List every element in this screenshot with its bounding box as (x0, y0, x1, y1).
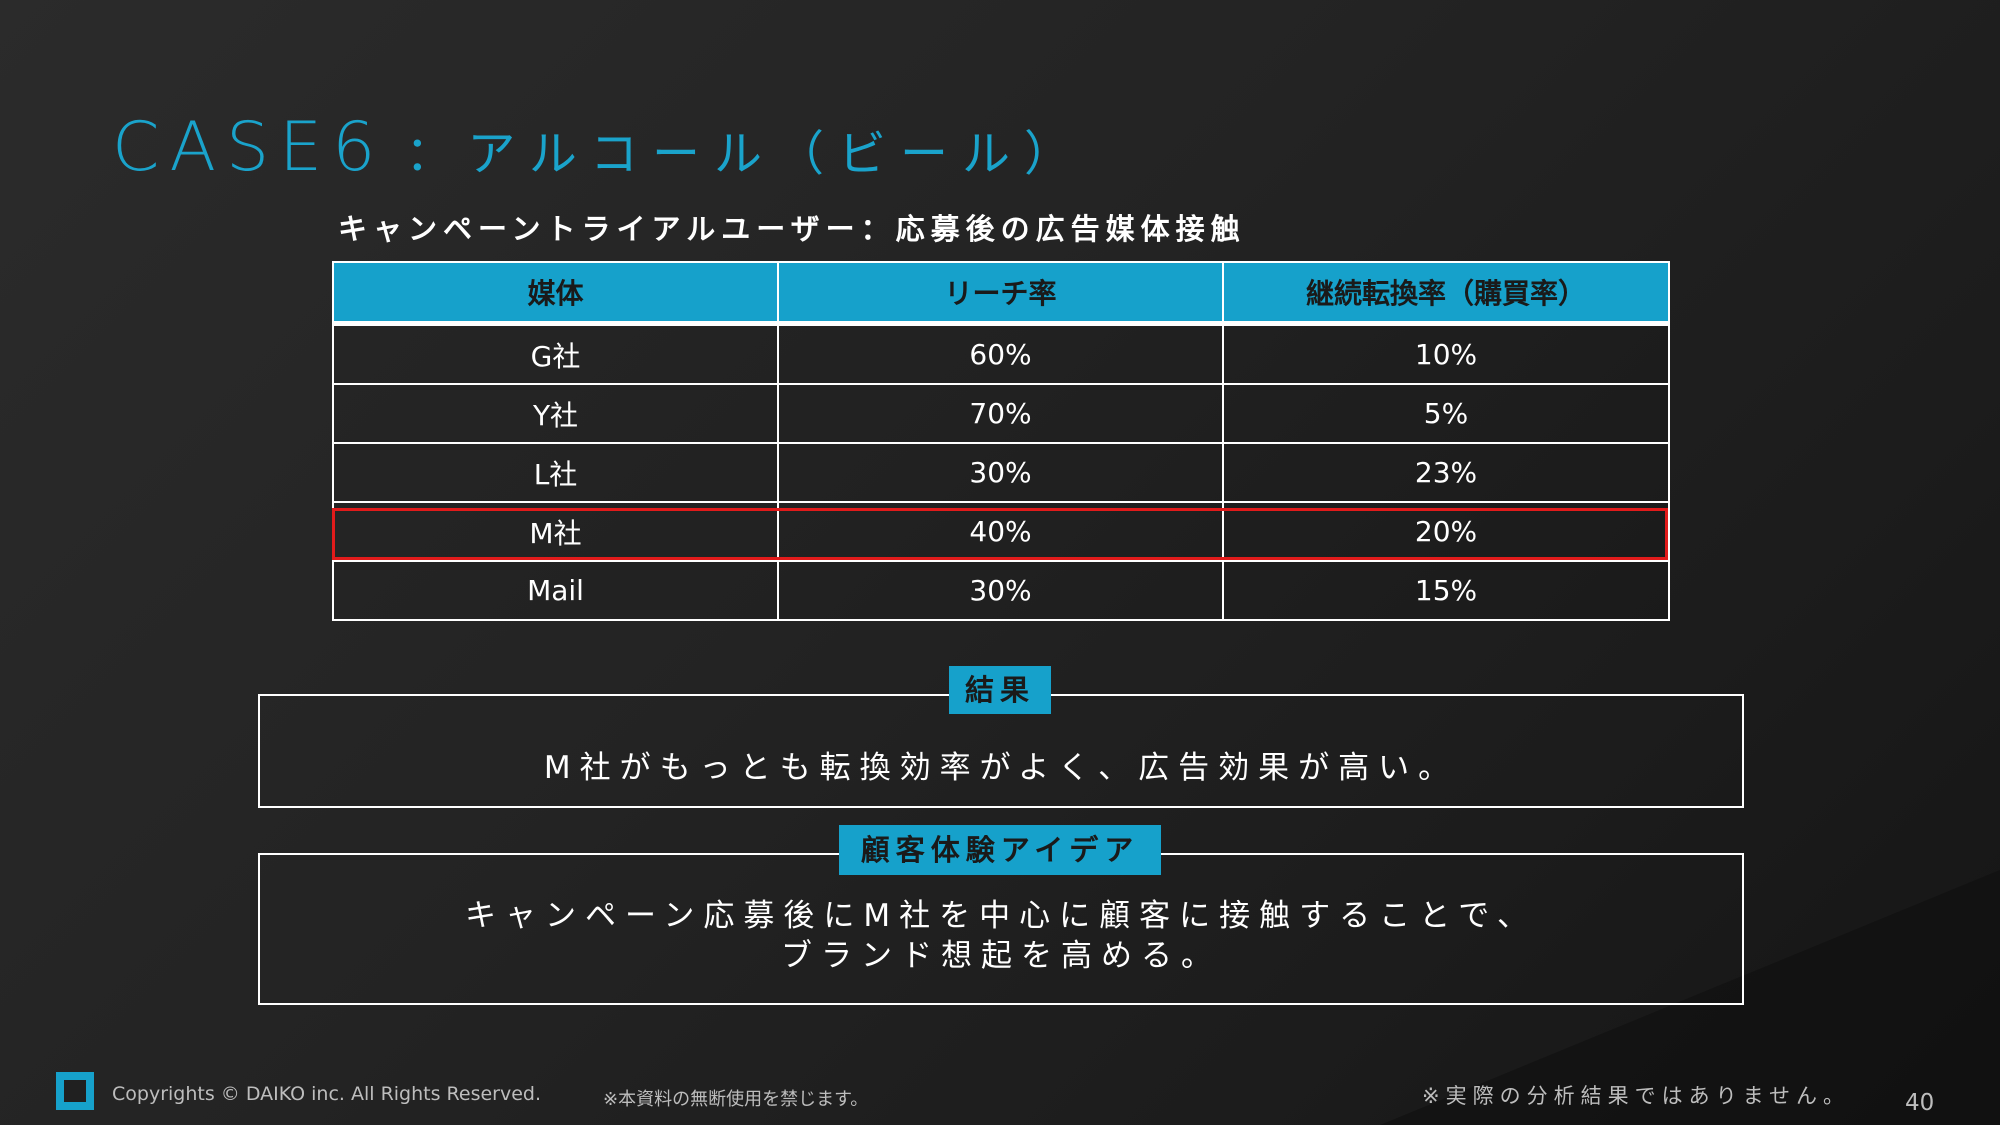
daiko-logo-icon (56, 1072, 94, 1110)
table-row-highlighted: M社 40% 20% (332, 501, 1670, 562)
table-caption: キャンペーントライアルユーザー：応募後の広告媒体接触 (338, 212, 1246, 246)
cell-conversion: 23% (1222, 442, 1670, 503)
cell-reach: 30% (777, 560, 1224, 621)
result-box: M社がもっとも転換効率がよく、広告効果が高い。 (258, 694, 1744, 808)
media-contact-table: 媒体 リーチ率 継続転換率（購買率） G社 60% 10% Y社 70% 5% … (332, 261, 1670, 621)
cell-conversion: 10% (1222, 322, 1670, 385)
column-header-media: 媒体 (332, 261, 779, 325)
cell-reach: 70% (777, 383, 1224, 444)
page-number: 40 (1905, 1090, 1935, 1116)
page-title: CASE6 ：アルコール（ビール） (112, 108, 1086, 187)
idea-label: 顧客体験アイデア (839, 825, 1161, 875)
idea-box: キャンペーン応募後にM社を中心に顧客に接触することで、 ブランド想起を高める。 (258, 853, 1744, 1005)
cell-reach: 60% (777, 322, 1224, 385)
cell-conversion: 15% (1222, 560, 1670, 621)
table-row: Y社 70% 5% (332, 383, 1670, 444)
cell-media: G社 (332, 322, 779, 385)
title-case: CASE6 (112, 108, 386, 187)
table-header-row: 媒体 リーチ率 継続転換率（購買率） (332, 261, 1670, 325)
column-header-reach: リーチ率 (777, 261, 1224, 325)
cell-conversion: 5% (1222, 383, 1670, 444)
table-row: Mail 30% 15% (332, 560, 1670, 621)
table-row: L社 30% 23% (332, 442, 1670, 503)
disclaimer-text: ※実際の分析結果ではありません。 (1422, 1084, 1850, 1108)
cell-media: Mail (332, 560, 779, 621)
idea-text-line2: ブランド想起を高める。 (781, 938, 1221, 974)
cell-media: Y社 (332, 383, 779, 444)
title-topic: ：アルコール（ビール） (405, 126, 1086, 182)
cell-conversion: 20% (1222, 501, 1670, 562)
idea-text-line1: キャンペーン応募後にM社を中心に顧客に接触することで、 (464, 898, 1538, 934)
table-row: G社 60% 10% (332, 322, 1670, 385)
cell-media: L社 (332, 442, 779, 503)
column-header-conversion: 継続転換率（購買率） (1222, 261, 1670, 325)
result-text: M社がもっとも転換効率がよく、広告効果が高い。 (543, 750, 1459, 786)
copyright-text: Copyrights © DAIKO inc. All Rights Reser… (112, 1083, 542, 1105)
cell-reach: 30% (777, 442, 1224, 503)
usage-notice: ※本資料の無断使用を禁じます。 (603, 1089, 869, 1110)
result-label: 結果 (949, 666, 1051, 714)
cell-media: M社 (332, 501, 779, 562)
cell-reach: 40% (777, 501, 1224, 562)
